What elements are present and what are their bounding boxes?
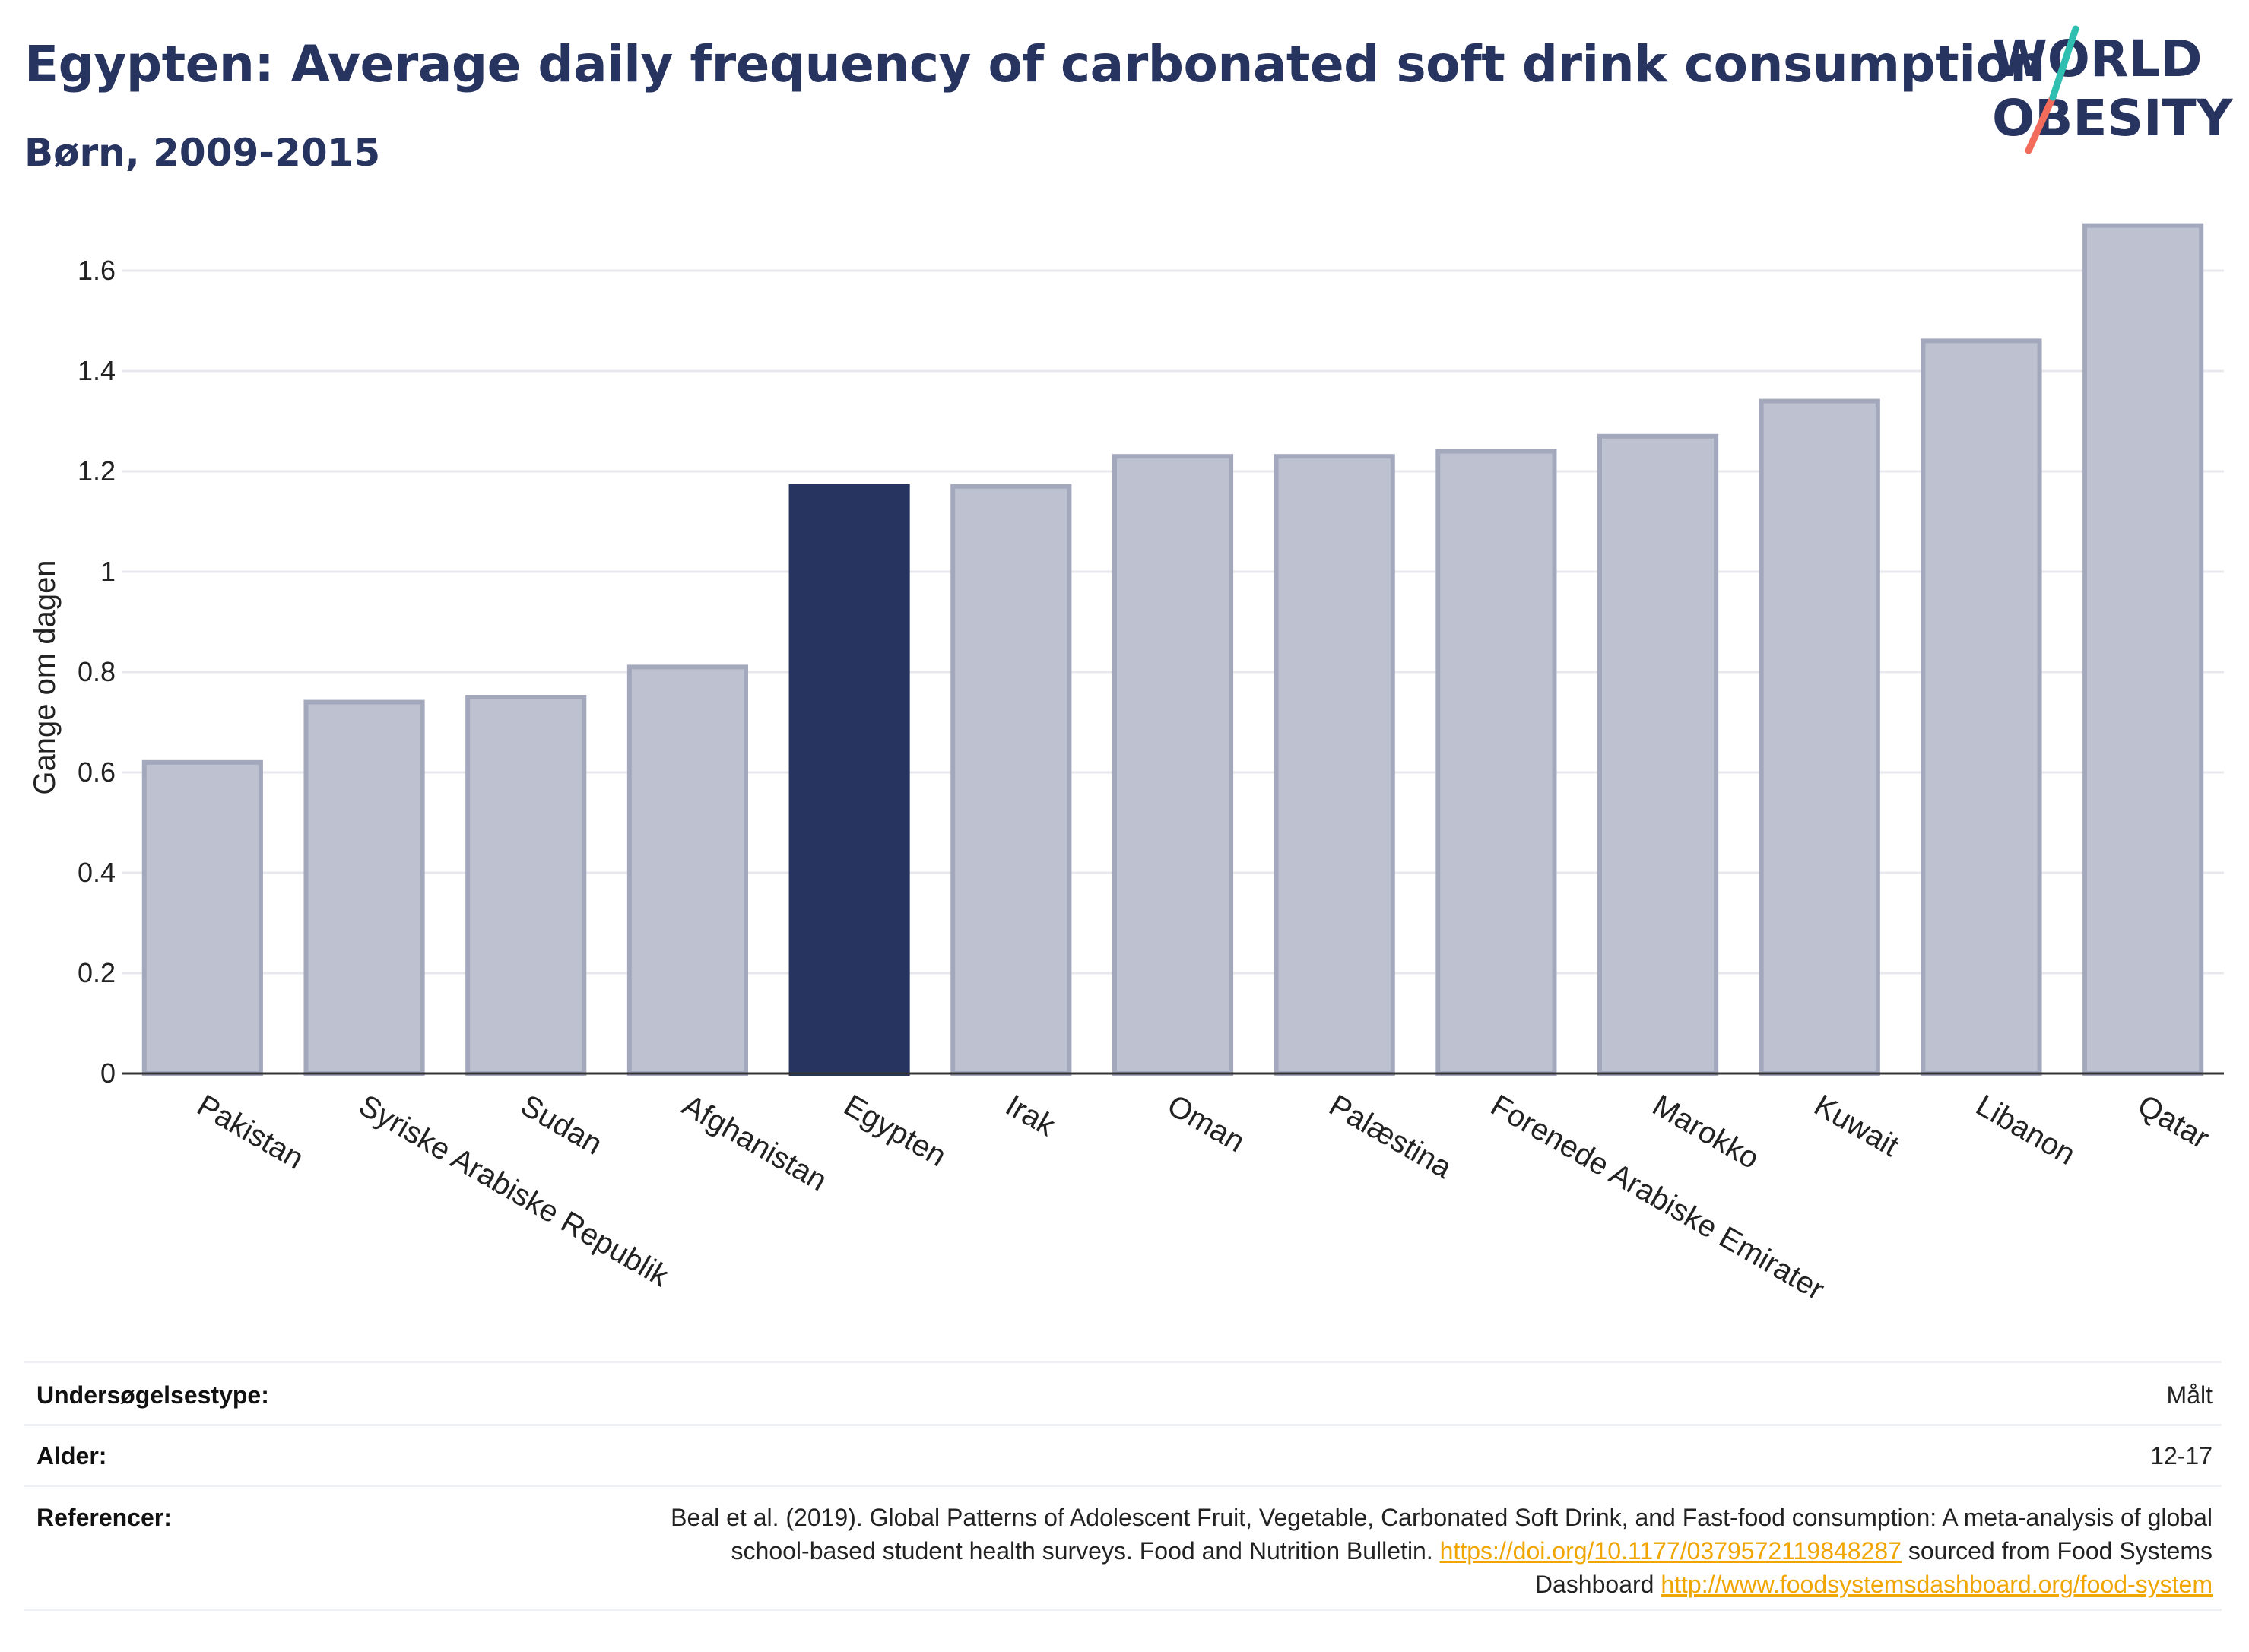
x-tick-label: Syriske Arabiske Republik <box>354 1089 675 1294</box>
x-tick-label: Marokko <box>1647 1089 1765 1176</box>
y-axis-label: Gange om dagen <box>28 560 62 794</box>
y-tick-label: 0.6 <box>78 756 116 788</box>
age-value: 12-17 <box>2150 1442 2213 1470</box>
bar-syriske-arabiske-republik <box>303 699 425 1076</box>
references-value: Beal et al. (2019). Global Patterns of A… <box>616 1501 2213 1601</box>
y-tick-label: 1.2 <box>78 455 116 487</box>
x-tick-label: Sudan <box>515 1089 607 1162</box>
y-tick-label: 0.8 <box>78 656 116 687</box>
bar-chart: 0 0.2 0.4 0.6 0.8 1 1.2 1.4 1.6 Pakistan Syriske … <box>28 223 2224 1307</box>
x-tick-label: Oman <box>1162 1089 1250 1159</box>
chart-subtitle: Børn, 2009-2015 <box>24 131 381 175</box>
reference-source-text: sourced from Food Systems Dashboard <box>1534 1537 2213 1598</box>
y-tick-label: 1.4 <box>78 355 116 386</box>
y-tick-label: 0.4 <box>78 857 116 888</box>
bar-egypten <box>788 484 910 1076</box>
x-tick-label: Palæstina <box>1324 1089 1458 1185</box>
x-tick-label: Qatar <box>2132 1089 2215 1156</box>
doi-link[interactable]: https://doi.org/10.1177/0379572119848287 <box>1439 1537 1902 1565</box>
y-tick-label: 0 <box>100 1057 116 1089</box>
x-tick-label: Afghanistan <box>677 1089 833 1198</box>
x-tick-label: Irak <box>1000 1089 1061 1143</box>
y-tick-label: 0.2 <box>78 957 116 988</box>
bar-libanon <box>1921 338 2042 1076</box>
x-tick-label: Kuwait <box>1809 1089 1905 1163</box>
survey-type-value: Målt <box>2166 1381 2213 1409</box>
logo-slash-coral <box>2025 94 2057 154</box>
world-obesity-logo: WORLD OBESITY <box>1992 25 2234 154</box>
y-tick-label: 1.6 <box>78 255 116 286</box>
bar-qatar <box>2082 223 2204 1076</box>
survey-type-row: Undersøgelsestype: Målt <box>24 1361 2222 1426</box>
x-tick-label: Egypten <box>839 1089 952 1173</box>
logo-line1: WORLD <box>1992 30 2203 88</box>
reference-text: Beal et al. (2019). Global Patterns of A… <box>671 1504 2213 1565</box>
x-tick-label: Pakistan <box>192 1089 309 1176</box>
bar-kuwait <box>1759 398 1880 1076</box>
x-tick-label: Libanon <box>1970 1089 2080 1172</box>
references-label: Referencer: <box>36 1504 172 1531</box>
bar-irak <box>950 484 1072 1076</box>
bar-sudan <box>465 695 587 1076</box>
bar-forenede-arabiske-emirater <box>1435 449 1557 1076</box>
bar-afghanistan <box>626 664 748 1076</box>
age-row: Alder: 12-17 <box>24 1424 2222 1487</box>
bar-pakistan <box>141 759 263 1076</box>
y-tick-label: 1 <box>100 556 116 587</box>
logo-slash-teal <box>2049 25 2079 101</box>
survey-type-label: Undersøgelsestype: <box>36 1381 269 1409</box>
age-label: Alder: <box>36 1442 107 1470</box>
chart-title: Egypten: Average daily frequency of carb… <box>24 35 2045 94</box>
bar-palæstina <box>1274 454 1395 1076</box>
dashboard-link[interactable]: http://www.foodsystemsdashboard.org/food… <box>1661 1571 2213 1598</box>
references-row: Referencer: Beal et al. (2019). Global P… <box>24 1487 2222 1611</box>
bar-marokko <box>1597 433 1719 1076</box>
bar-oman <box>1112 454 1234 1076</box>
